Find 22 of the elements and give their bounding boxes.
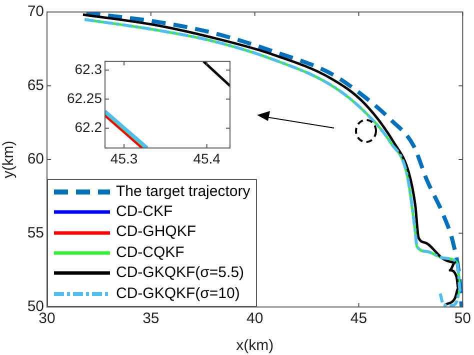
y-tick-label: 70 bbox=[27, 3, 44, 20]
y-tick-label: 65 bbox=[27, 76, 44, 94]
y-tick-label: 62.25 bbox=[66, 90, 102, 106]
y-tick-label: 62.3 bbox=[74, 60, 102, 77]
legend-label: CD-GKQKF(σ=5.5) bbox=[116, 263, 244, 284]
x-tick-label: 50 bbox=[454, 310, 471, 328]
legend-label: CD-CKF bbox=[116, 202, 173, 222]
legend-label: CD-CQKF bbox=[116, 242, 184, 263]
x-tick-label: 30 bbox=[38, 310, 56, 328]
y-tick-label: 60 bbox=[27, 150, 44, 168]
x-tick-label: 40 bbox=[246, 310, 264, 328]
legend-label: CD-GKQKF(σ=10) bbox=[116, 284, 240, 304]
y-tick-label: 62.2 bbox=[74, 119, 102, 136]
legend-label: CD-GHQKF bbox=[116, 222, 196, 242]
x-tick-label: 35 bbox=[142, 310, 160, 328]
legend-label: The target trajectory bbox=[116, 182, 250, 202]
y-tick-label: 55 bbox=[27, 224, 44, 242]
x-axis-title: x(km) bbox=[236, 337, 274, 354]
x-tick-label: 45.3 bbox=[110, 150, 138, 166]
x-tick-label: 45 bbox=[350, 310, 368, 328]
x-tick-label: 45.4 bbox=[193, 150, 221, 166]
y-axis-title: y(km) bbox=[0, 140, 18, 178]
